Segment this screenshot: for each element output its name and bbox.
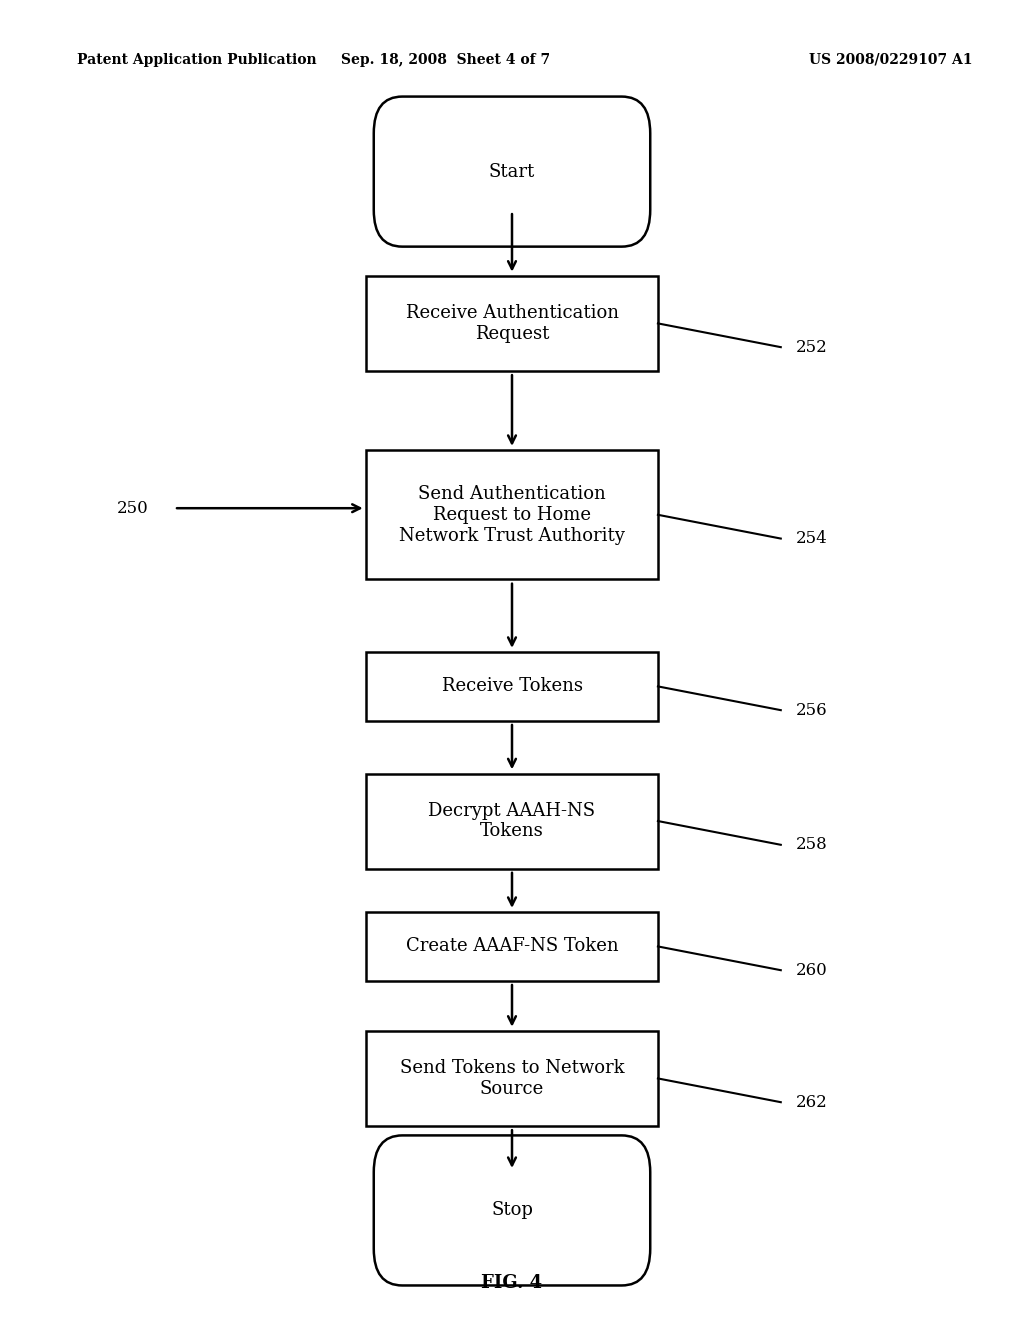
Bar bbox=[367, 774, 658, 869]
Text: 256: 256 bbox=[797, 702, 827, 718]
Text: Sep. 18, 2008  Sheet 4 of 7: Sep. 18, 2008 Sheet 4 of 7 bbox=[341, 53, 550, 67]
Text: 262: 262 bbox=[797, 1094, 828, 1110]
Text: US 2008/0229107 A1: US 2008/0229107 A1 bbox=[809, 53, 973, 67]
Text: Create AAAF-NS Token: Create AAAF-NS Token bbox=[406, 937, 618, 956]
Bar bbox=[367, 1031, 658, 1126]
Text: Receive Tokens: Receive Tokens bbox=[441, 677, 583, 696]
Text: 254: 254 bbox=[797, 531, 828, 546]
Text: 252: 252 bbox=[797, 339, 828, 355]
Text: Stop: Stop bbox=[492, 1201, 532, 1220]
Text: 260: 260 bbox=[797, 962, 828, 978]
Bar bbox=[367, 450, 658, 579]
Text: Patent Application Publication: Patent Application Publication bbox=[77, 53, 316, 67]
Text: Send Authentication
Request to Home
Network Trust Authority: Send Authentication Request to Home Netw… bbox=[399, 484, 625, 545]
Bar bbox=[367, 276, 658, 371]
Bar bbox=[367, 652, 658, 721]
Text: Send Tokens to Network
Source: Send Tokens to Network Source bbox=[399, 1059, 625, 1098]
Text: Receive Authentication
Request: Receive Authentication Request bbox=[406, 304, 618, 343]
Text: Decrypt AAAH-NS
Tokens: Decrypt AAAH-NS Tokens bbox=[428, 801, 596, 841]
FancyBboxPatch shape bbox=[374, 96, 650, 247]
Bar bbox=[367, 912, 658, 981]
Text: Start: Start bbox=[488, 162, 536, 181]
Text: FIG. 4: FIG. 4 bbox=[481, 1274, 543, 1292]
FancyBboxPatch shape bbox=[374, 1135, 650, 1286]
Text: 250: 250 bbox=[117, 500, 150, 516]
Text: 258: 258 bbox=[797, 837, 828, 853]
